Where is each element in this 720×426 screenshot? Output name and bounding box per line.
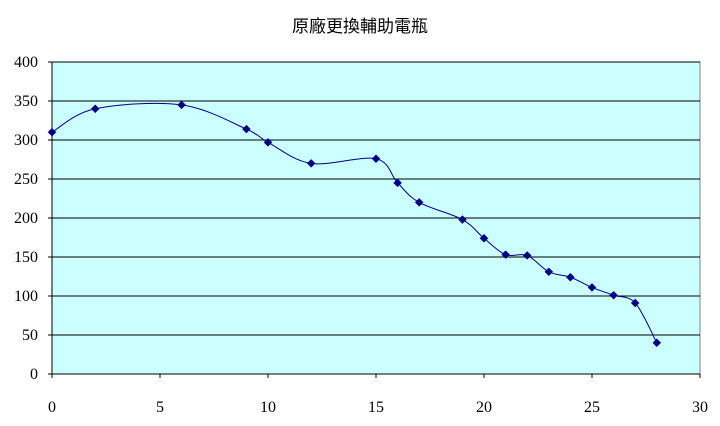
- y-tick-label-300: 300: [14, 132, 38, 149]
- data-point-14: [566, 272, 575, 282]
- data-point-2: [177, 100, 186, 110]
- x-tick-label-25: 25: [584, 399, 600, 416]
- x-tick-label-15: 15: [368, 399, 384, 416]
- data-point-5: [306, 159, 316, 168]
- data-point-1: [90, 104, 100, 114]
- y-tick-label-400: 400: [14, 54, 38, 71]
- data-markers: [47, 100, 662, 348]
- data-point-11: [501, 250, 510, 260]
- y-tick-label-250: 250: [14, 171, 38, 188]
- data-point-18: [652, 338, 662, 348]
- y-tick-label-350: 350: [14, 93, 38, 110]
- data-point-16: [609, 290, 618, 300]
- data-point-10: [479, 233, 489, 243]
- x-tick-label-20: 20: [476, 399, 492, 416]
- data-point-9: [458, 215, 467, 224]
- x-tick-label-0: 0: [48, 399, 56, 416]
- x-tick-label-30: 30: [692, 399, 708, 416]
- x-tick-label-10: 10: [260, 399, 276, 416]
- y-tick-label-100: 100: [14, 288, 38, 305]
- x-tick-label-5: 5: [156, 399, 164, 416]
- y-tick-label-50: 50: [22, 327, 38, 344]
- data-point-8: [414, 198, 424, 207]
- data-point-4: [263, 137, 273, 147]
- y-axis-tick-labels: 0 50 100 150 200 250 300 350 400: [14, 54, 38, 383]
- data-point-13: [544, 267, 554, 277]
- x-axis-tick-labels: 0 5 10 15 20 25 30: [48, 399, 708, 416]
- data-point-15: [587, 283, 597, 292]
- y-tick-label-150: 150: [14, 249, 38, 266]
- data-point-0: [47, 127, 57, 137]
- gridlines: [52, 61, 700, 336]
- y-tick-label-0: 0: [30, 366, 38, 383]
- data-point-12: [522, 251, 532, 260]
- data-point-6: [371, 154, 381, 164]
- data-point-7: [393, 178, 402, 188]
- axes: [48, 61, 701, 378]
- chart-title: 原廠更換輔助電瓶: [292, 17, 428, 37]
- data-point-3: [242, 124, 251, 134]
- data-point-17: [630, 298, 640, 308]
- y-tick-label-200: 200: [14, 210, 38, 227]
